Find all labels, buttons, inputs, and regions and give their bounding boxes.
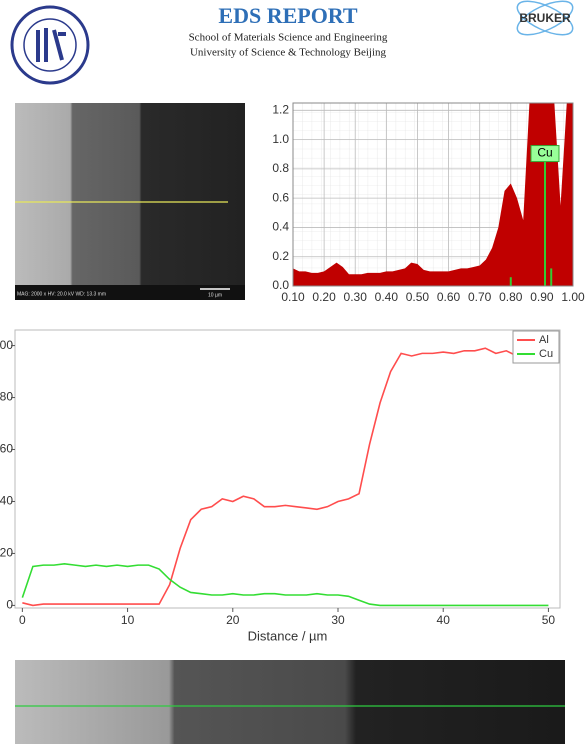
x-tick-label: 30: [331, 613, 345, 627]
subtitle: University of Science & Technology Beiji…: [190, 47, 387, 59]
x-tick-label: 0.70: [468, 290, 492, 304]
x-tick-label: 0.30: [344, 290, 368, 304]
x-tick-label: 0.90: [530, 290, 554, 304]
subtitle: School of Materials Science and Engineer…: [189, 32, 388, 44]
annotation: Cu: [537, 146, 552, 160]
spectrum-chart: 0.0 0.2 0.4 0.6 0.8 1.0 1.2 0.10 0.20 0.30 0.40 0.5…: [272, 102, 585, 304]
x-tick-label: 10: [121, 613, 135, 627]
x-tick-label: 0: [19, 613, 26, 627]
university-logo: [10, 5, 90, 85]
y-tick-label: 80: [0, 390, 13, 404]
brand-logo: BRUKER: [516, 0, 574, 36]
series-line: [22, 347, 549, 607]
y-tick-label: 20: [0, 546, 13, 560]
y-tick-label: 0.8: [272, 161, 289, 175]
plot-area: [21, 347, 549, 607]
annotation-box: [530, 145, 560, 163]
spectrum-area: [293, 103, 573, 286]
x-tick-label: 0.20: [312, 290, 336, 304]
scale-bar: 10 µm: [208, 292, 222, 298]
y-tick-label: 100: [0, 338, 13, 352]
plot-frame: [292, 102, 574, 287]
x-tick-label: 0.40: [375, 290, 399, 304]
y-tick-label: 40: [0, 494, 13, 508]
x-tick-label: 0.60: [437, 290, 461, 304]
x-tick-label: 1.00: [561, 290, 585, 304]
sem-image: MAG: 2000 x HV: 20.0 kV WD: 13.3 mm 10 µ…: [15, 103, 245, 300]
x-axis-title: Distance / µm: [248, 628, 328, 643]
y-tick-label: 0.0: [272, 278, 289, 292]
legend-label: Cu: [539, 348, 553, 360]
y-tick-label: 0: [6, 598, 13, 612]
y-tick-label: 0.4: [272, 220, 289, 234]
y-tick-label: 1.2: [272, 102, 289, 116]
y-tick-label: 0.6: [272, 190, 289, 204]
sem-image: [15, 660, 565, 744]
x-tick-label: 0.50: [406, 290, 430, 304]
x-tick-label: 50: [542, 613, 556, 627]
y-tick-label: 0.2: [272, 249, 289, 263]
line-scan-chart: 0 20 40 60 80 100 0 10 20 30 40 50 Distance / µm Al Cu: [0, 329, 561, 643]
legend: [512, 330, 560, 364]
image-caption: MAG: 2000 x HV: 20.0 kV WD: 13.3 mm: [17, 291, 106, 297]
x-tick-label: 40: [437, 613, 451, 627]
x-tick-label: 20: [226, 613, 240, 627]
x-tick-label: 0.10: [281, 290, 305, 304]
y-tick-label: 60: [0, 442, 13, 456]
report-title: EDS REPORT: [218, 3, 358, 28]
brand: BRUKER: [519, 11, 571, 25]
series-line: [21, 563, 549, 607]
x-tick-label: 0.80: [499, 290, 523, 304]
y-tick-label: 1.0: [272, 132, 289, 146]
legend-label: Al: [539, 334, 549, 346]
plot-area: [293, 103, 573, 286]
